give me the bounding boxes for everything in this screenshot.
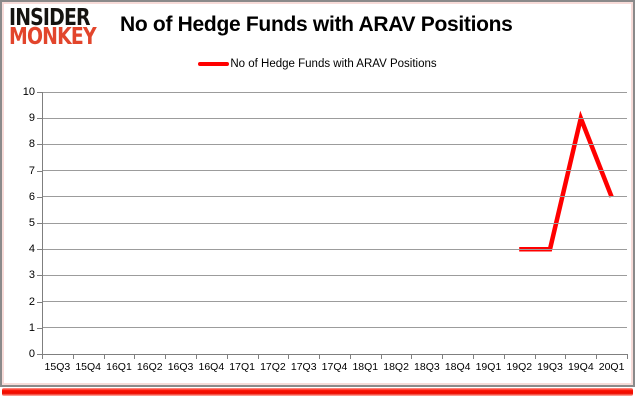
x-axis-label-15Q4: 15Q4: [75, 361, 102, 373]
bottom-accent-bar: [2, 388, 633, 396]
gridline-y-8: [42, 143, 627, 145]
x-axis-label-19Q2: 19Q2: [506, 361, 533, 373]
y-tick-9: [37, 118, 42, 120]
x-axis-label-17Q4: 17Q4: [321, 361, 348, 373]
logo-text-monkey: MONKEY: [9, 24, 97, 50]
x-axis-label-16Q1: 16Q1: [106, 361, 132, 373]
gridline-y-1: [42, 327, 627, 329]
x-axis-label-18Q3: 18Q3: [414, 361, 440, 373]
x-tick-11: [380, 354, 382, 359]
gridline-y-2: [42, 301, 627, 303]
y-tick-0: [37, 354, 42, 355]
legend-label: No of Hedge Funds with ARAV Positions: [230, 58, 437, 70]
y-tick-8: [37, 144, 42, 146]
x-tick-2: [103, 354, 105, 359]
x-tick-0: [42, 354, 43, 359]
y-axis-label-6: 6: [28, 190, 35, 203]
x-tick-10: [349, 354, 351, 359]
y-tick-6: [37, 196, 42, 198]
x-tick-4: [165, 354, 167, 359]
x-axis-label-20Q1: 20Q1: [598, 361, 625, 373]
x-axis-label-15Q3: 15Q3: [44, 361, 71, 373]
logo-text-insider: INSIDER: [9, 5, 91, 31]
x-axis-label-17Q3: 17Q3: [290, 361, 317, 373]
y-axis-label-8: 8: [28, 138, 35, 151]
gridline-y-9: [42, 117, 627, 119]
x-tick-3: [134, 354, 136, 359]
x-axis-label-17Q1: 17Q1: [229, 361, 255, 373]
x-tick-9: [319, 354, 321, 359]
gridline-y-10: [42, 91, 627, 93]
x-tick-5: [195, 354, 197, 359]
x-tick-14: [473, 354, 475, 359]
x-axis-label-19Q1: 19Q1: [475, 361, 502, 373]
x-tick-18: [596, 354, 598, 359]
x-tick-7: [257, 354, 259, 359]
x-axis-label-19Q3: 19Q3: [537, 361, 563, 373]
legend: No of Hedge Funds with ARAV Positions: [2, 58, 633, 70]
chart-title: No of Hedge Funds with ARAV Positions: [120, 13, 513, 36]
x-axis-label-19Q4: 19Q4: [567, 361, 594, 373]
y-tick-5: [37, 223, 42, 224]
y-tick-4: [37, 249, 42, 251]
y-axis-label-10: 10: [22, 86, 35, 98]
x-axis-label-16Q3: 16Q3: [167, 361, 194, 373]
x-axis-label-16Q4: 16Q4: [198, 361, 225, 373]
x-tick-12: [411, 354, 413, 359]
x-tick-6: [226, 354, 228, 359]
y-axis-label-3: 3: [28, 269, 35, 282]
y-axis-label-2: 2: [28, 295, 35, 308]
x-tick-13: [442, 354, 444, 359]
y-tick-10: [37, 92, 42, 93]
y-axis-label-7: 7: [28, 164, 35, 177]
y-axis-label-4: 4: [28, 243, 35, 256]
y-axis-label-5: 5: [28, 217, 35, 229]
y-tick-2: [37, 301, 42, 303]
x-tick-19: [627, 354, 628, 359]
legend-line-swatch: [198, 62, 230, 66]
series-line-0: [519, 110, 614, 252]
gridline-y-7: [42, 170, 627, 172]
x-axis-label-18Q4: 18Q4: [444, 361, 471, 373]
x-tick-8: [288, 354, 290, 359]
x-axis-line: [42, 354, 627, 355]
x-axis-label-16Q2: 16Q2: [136, 361, 163, 373]
y-tick-3: [37, 275, 42, 277]
x-tick-17: [565, 354, 567, 359]
x-axis-label-17Q2: 17Q2: [260, 361, 286, 373]
gridline-y-6: [42, 196, 627, 198]
insider-monkey-logo: INSIDER MONKEY: [9, 5, 97, 50]
y-tick-1: [37, 327, 42, 329]
x-axis-label-18Q2: 18Q2: [383, 361, 409, 373]
gridline-y-3: [42, 274, 627, 276]
y-axis-label-9: 9: [28, 112, 35, 125]
y-axis-label-1: 1: [28, 321, 35, 334]
plot-area: [42, 91, 627, 355]
chart-frame: INSIDER MONKEY No of Hedge Funds with AR…: [0, 0, 635, 387]
x-tick-16: [534, 354, 536, 359]
y-axis-line: [42, 92, 43, 359]
x-tick-15: [503, 354, 505, 359]
y-tick-7: [37, 170, 42, 172]
x-axis-label-18Q1: 18Q1: [352, 361, 379, 373]
y-axis-label-0: 0: [28, 348, 35, 360]
gridline-y-4: [42, 248, 627, 250]
x-tick-1: [72, 354, 74, 359]
gridline-y-5: [42, 222, 627, 224]
